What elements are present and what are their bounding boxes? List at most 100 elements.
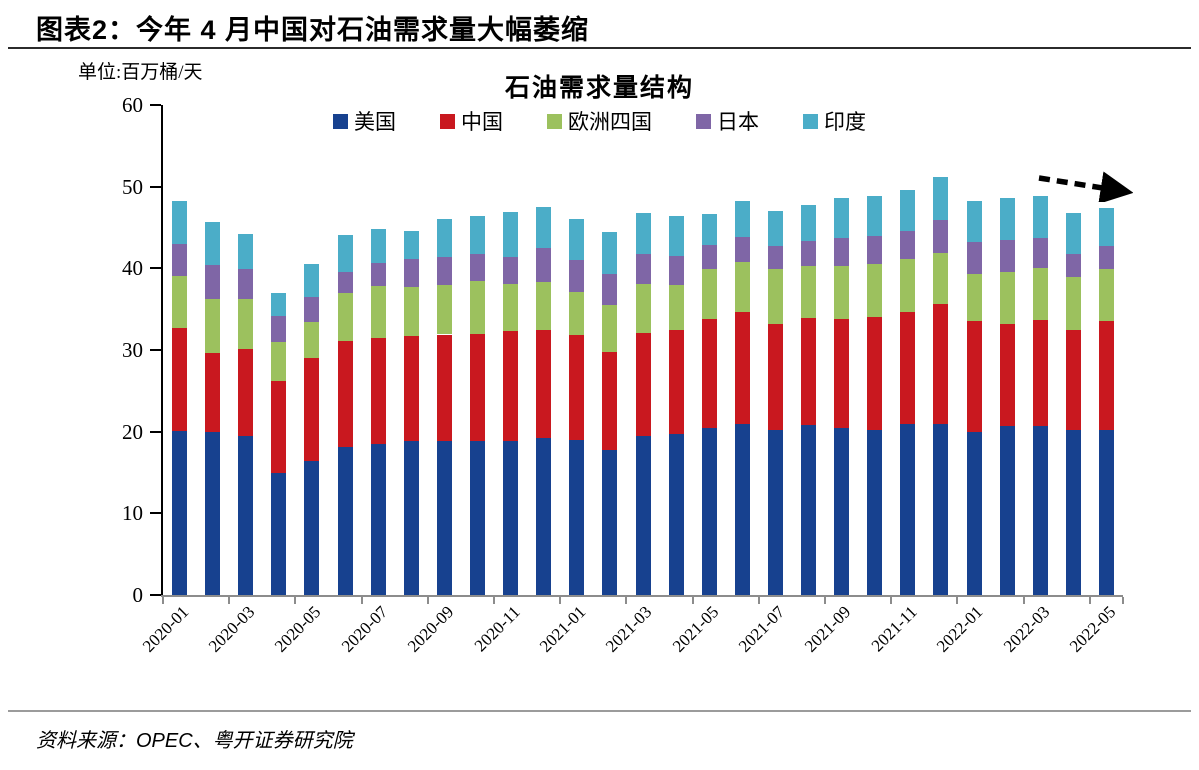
- bar-segment-日本: [172, 243, 188, 276]
- x-axis-label: 2021-09: [800, 602, 855, 656]
- bar-segment-日本: [602, 274, 618, 306]
- bar-segment-印度: [569, 218, 585, 261]
- bar-segment-美国: [436, 441, 452, 595]
- bar-segment-欧洲四国: [370, 286, 386, 338]
- x-axis-tick: [1122, 597, 1124, 604]
- legend-label: 欧洲四国: [568, 110, 652, 134]
- bar-segment-中国: [767, 323, 783, 431]
- legend-label: 日本: [717, 110, 759, 134]
- x-axis-tick: [294, 597, 297, 604]
- legend: 美国 中国 欧洲四国 日本 印度: [0, 106, 1199, 136]
- bar-segment-日本: [1098, 246, 1114, 270]
- bar-segment-欧洲四国: [999, 272, 1015, 324]
- bar-segment-欧洲四国: [867, 264, 883, 317]
- bar-segment-美国: [900, 424, 916, 595]
- bar-segment-中国: [635, 332, 651, 436]
- x-axis-tick: [691, 597, 694, 604]
- bar-segment-中国: [933, 304, 949, 424]
- bar-segment-美国: [1065, 430, 1081, 595]
- x-axis-tick: [426, 597, 429, 604]
- bar-segment-美国: [933, 423, 949, 595]
- bar-segment-欧洲四国: [767, 269, 783, 324]
- bar-segment-美国: [271, 472, 287, 595]
- bar-segment-日本: [867, 236, 883, 265]
- bar-segment-印度: [503, 212, 519, 257]
- bar-segment-中国: [801, 318, 817, 426]
- bar-segment-印度: [900, 189, 916, 231]
- bar-segment-中国: [436, 334, 452, 442]
- x-axis-tick: [1022, 597, 1025, 604]
- bar-segment-欧洲四国: [337, 292, 353, 342]
- x-axis-tick: [757, 597, 760, 604]
- bar-segment-印度: [1098, 207, 1114, 247]
- bar-segment-美国: [403, 441, 419, 595]
- legend-item: 中国: [440, 106, 503, 136]
- bar-segment-日本: [668, 256, 684, 285]
- figure-title: 图表2：今年 4 月中国对石油需求量大幅萎缩: [36, 15, 590, 45]
- bar-segment-欧洲四国: [469, 280, 485, 334]
- bar-segment-印度: [238, 234, 254, 270]
- legend-label: 美国: [354, 110, 396, 134]
- bar-segment-印度: [834, 198, 850, 239]
- bar-segment-美国: [1032, 425, 1048, 595]
- bar-segment-日本: [767, 246, 783, 270]
- bar-segment-欧洲四国: [172, 275, 188, 328]
- bar-segment-日本: [635, 254, 651, 284]
- bar-segment-欧洲四国: [602, 305, 618, 353]
- bar-segment-美国: [701, 428, 717, 595]
- bar-segment-中国: [536, 329, 552, 439]
- bar-segment-欧洲四国: [271, 341, 287, 382]
- bar-segment-美国: [503, 440, 519, 595]
- bar-segment-中国: [469, 333, 485, 441]
- bar-segment-欧洲四国: [205, 298, 221, 354]
- bar-segment-中国: [834, 318, 850, 429]
- bar-segment-印度: [602, 231, 618, 275]
- x-axis-label: 2020-03: [204, 602, 259, 656]
- y-axis-label: 0: [132, 583, 144, 607]
- bar-segment-日本: [1065, 253, 1081, 278]
- y-axis-tick: [150, 512, 161, 515]
- bar-segment-印度: [304, 264, 320, 297]
- bar-segment-中国: [1032, 319, 1048, 426]
- bar-segment-印度: [767, 211, 783, 247]
- bar-segment-美国: [966, 431, 982, 595]
- footer-divider: [8, 710, 1191, 712]
- bar-segment-美国: [734, 423, 750, 595]
- bar-segment-日本: [734, 237, 750, 262]
- bar-segment-印度: [933, 176, 949, 221]
- trend-arrow-icon: [1033, 168, 1134, 207]
- bar-segment-美国: [602, 450, 618, 595]
- bar-segment-欧洲四国: [900, 258, 916, 313]
- bar-segment-日本: [205, 265, 221, 299]
- bar-segment-中国: [701, 318, 717, 429]
- legend-swatch: [333, 113, 348, 129]
- bar-segment-日本: [999, 239, 1015, 273]
- bar-segment-中国: [304, 358, 320, 462]
- y-axis-label: 20: [122, 419, 143, 444]
- bar-segment-美国: [238, 435, 254, 595]
- unit-label: 单位:百万桶/天: [78, 62, 203, 83]
- bar-segment-美国: [801, 425, 817, 595]
- bar-segment-美国: [635, 435, 651, 595]
- bar-segment-欧洲四国: [933, 252, 949, 305]
- source-note: 资料来源：OPEC、粤开证券研究院: [36, 730, 353, 752]
- bar-segment-印度: [172, 201, 188, 244]
- bar-segment-美国: [337, 447, 353, 595]
- x-axis-tick: [228, 597, 231, 604]
- legend-label: 中国: [461, 110, 503, 134]
- bar-segment-中国: [172, 327, 188, 431]
- x-axis-label: 2022-01: [933, 602, 987, 656]
- bar-segment-美国: [370, 443, 386, 595]
- legend-swatch: [547, 113, 562, 129]
- bar-segment-美国: [767, 430, 783, 595]
- y-axis-tick: [150, 267, 161, 270]
- bar-segment-中国: [867, 316, 883, 431]
- y-axis-tick: [150, 594, 161, 596]
- bar-segment-欧洲四国: [834, 265, 850, 319]
- bar-segment-日本: [701, 245, 717, 270]
- bar-segment-日本: [900, 230, 916, 259]
- x-axis-tick: [824, 597, 827, 604]
- x-axis-tick: [1088, 597, 1091, 604]
- bar-segment-中国: [966, 321, 982, 432]
- legend-swatch: [803, 113, 818, 129]
